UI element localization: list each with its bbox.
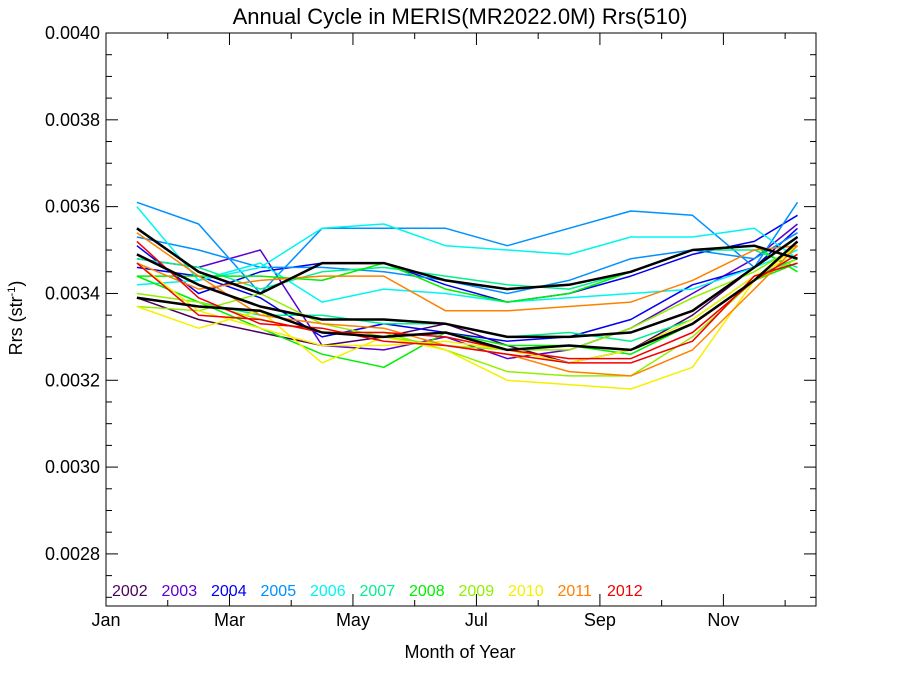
legend-entry-2011: 2011 bbox=[558, 583, 593, 600]
series-line-12 bbox=[136, 258, 798, 377]
y-tick-label: 0.0032 bbox=[45, 370, 100, 390]
x-tick-label: Jul bbox=[465, 610, 488, 630]
series-line-11 bbox=[136, 244, 798, 303]
legend-entry-2010: 2010 bbox=[508, 583, 544, 600]
x-tick-label: May bbox=[336, 610, 370, 630]
chart-title: Annual Cycle in MERIS(MR2022.0M) Rrs(510… bbox=[233, 4, 688, 29]
legend-entry-2004: 2004 bbox=[211, 583, 247, 600]
x-axis-label: Month of Year bbox=[404, 642, 515, 662]
series-line-15 bbox=[136, 253, 798, 364]
legend: 2002 2003 2004 2005 2006 2007 2008 2009 2010 2011… bbox=[112, 583, 643, 600]
y-tick-label: 0.0028 bbox=[45, 544, 100, 564]
plot-area bbox=[105, 32, 817, 607]
series-line-22 bbox=[136, 240, 799, 352]
series-line-21 bbox=[136, 235, 799, 339]
x-tick-label: Nov bbox=[707, 610, 739, 630]
y-tick-label: 0.0034 bbox=[45, 283, 100, 303]
x-axis: Jan Mar May Jul Sep Nov bbox=[91, 33, 786, 630]
plot-frame bbox=[105, 32, 817, 607]
y-axis-label-exponent: -1 bbox=[6, 287, 18, 297]
x-tick-label: Jan bbox=[91, 610, 120, 630]
series-line-6 bbox=[136, 206, 798, 282]
series-line-17 bbox=[136, 244, 798, 312]
legend-entry-2012: 2012 bbox=[607, 583, 643, 600]
y-axis-label-main: Rrs (str bbox=[6, 296, 26, 355]
series-line-0 bbox=[136, 236, 798, 364]
x-tick-label: Mar bbox=[214, 610, 245, 630]
series-line-19 bbox=[136, 253, 798, 360]
legend-entry-2003: 2003 bbox=[162, 583, 198, 600]
series-line-3 bbox=[136, 227, 799, 342]
series-line-5 bbox=[136, 232, 798, 295]
series-line-13 bbox=[136, 245, 798, 351]
y-tick-label: 0.0030 bbox=[45, 457, 100, 477]
legend-entry-2002: 2002 bbox=[112, 583, 148, 600]
y-tick-label: 0.0040 bbox=[45, 23, 100, 43]
y-tick-label: 0.0038 bbox=[45, 110, 100, 130]
x-tick-label: Sep bbox=[584, 610, 616, 630]
series-line-14 bbox=[136, 245, 798, 390]
y-axis: 0.0028 0.0030 0.0032 0.0034 0.0036 0.0038 0.00… bbox=[45, 23, 816, 598]
series-line-7 bbox=[136, 249, 798, 303]
legend-entry-2006: 2006 bbox=[310, 583, 346, 600]
y-tick-label: 0.0036 bbox=[45, 197, 100, 217]
legend-entry-2007: 2007 bbox=[360, 583, 396, 600]
y-axis-label-close: ) bbox=[6, 281, 26, 287]
series-line-20 bbox=[136, 227, 798, 295]
series-group bbox=[136, 201, 799, 390]
legend-entry-2009: 2009 bbox=[459, 583, 495, 600]
y-axis-label: Rrs (str-1) bbox=[6, 281, 26, 356]
series-line-16 bbox=[136, 232, 799, 377]
legend-entry-2008: 2008 bbox=[409, 583, 445, 600]
legend-entry-2005: 2005 bbox=[261, 583, 297, 600]
